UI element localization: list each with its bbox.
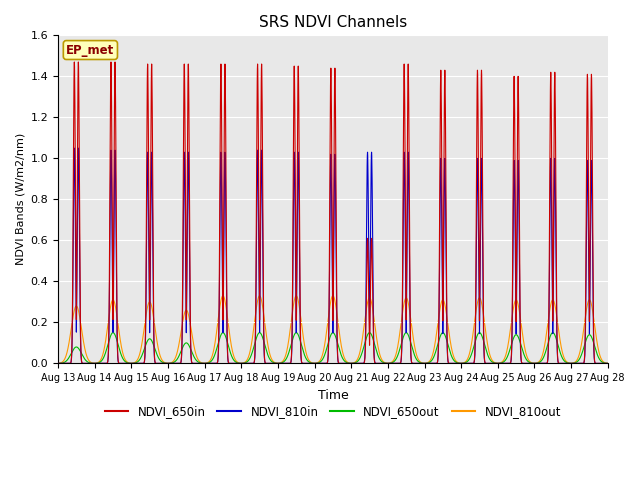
- X-axis label: Time: Time: [317, 389, 348, 402]
- Y-axis label: NDVI Bands (W/m2/nm): NDVI Bands (W/m2/nm): [15, 133, 25, 265]
- Title: SRS NDVI Channels: SRS NDVI Channels: [259, 15, 407, 30]
- Text: EP_met: EP_met: [67, 44, 115, 57]
- Legend: NDVI_650in, NDVI_810in, NDVI_650out, NDVI_810out: NDVI_650in, NDVI_810in, NDVI_650out, NDV…: [100, 401, 566, 423]
